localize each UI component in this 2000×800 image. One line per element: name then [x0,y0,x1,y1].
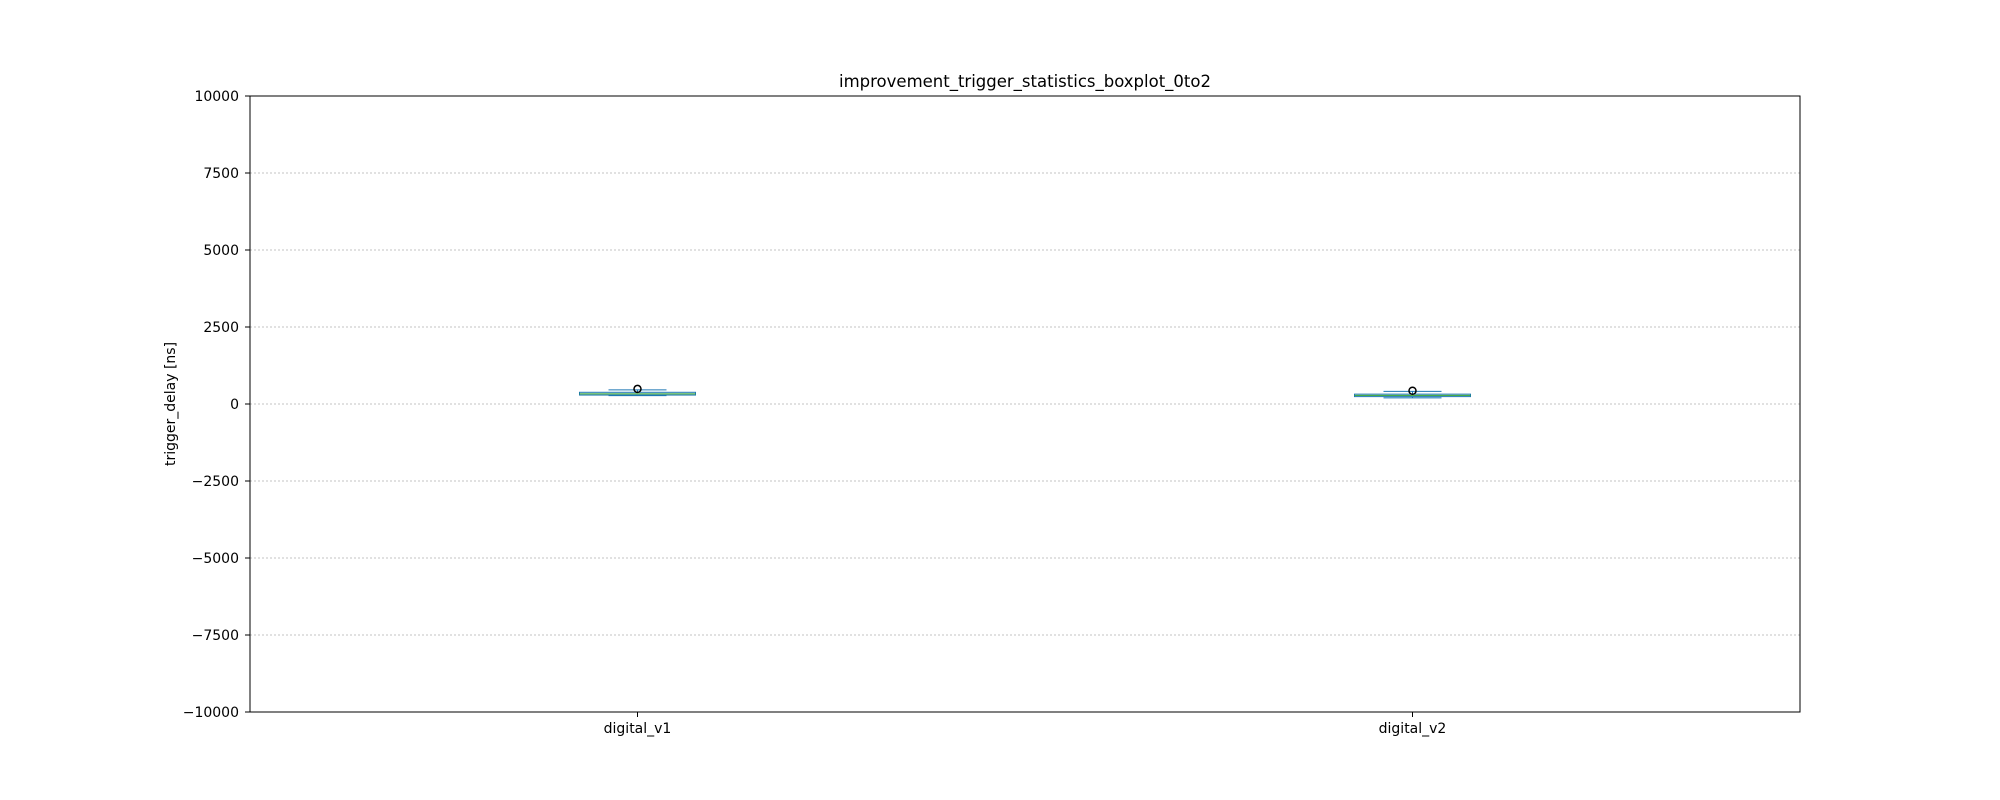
box-layer [579,384,1471,399]
y-tick-label: −7500 [192,628,239,644]
box-digital_v2 [1354,386,1471,399]
grid-layer [250,172,1800,636]
y-tick-label: 7500 [203,166,239,182]
chart-title: improvement_trigger_statistics_boxplot_0… [839,72,1211,92]
y-tick-label: 2500 [203,320,239,336]
y-tick-label: 10000 [194,89,239,105]
y-axis-title: trigger_delay [ns] [163,342,179,466]
y-tick-label: 0 [230,397,239,413]
y-axis: −10000 −7500 −5000 −2500 0 2500 5000 7500 10000 [183,89,250,721]
x-axis: digital_v1 digital_v2 [604,712,1447,737]
flier-point [1408,386,1417,396]
y-tick-label: −10000 [183,705,239,721]
x-tick-label: digital_v2 [1379,721,1447,737]
x-tick-label: digital_v1 [604,721,672,737]
y-tick-label: −2500 [192,474,239,490]
y-tick-label: 5000 [203,243,239,259]
flier-point [633,384,642,394]
y-tick-label: −5000 [192,551,239,567]
box-digital_v1 [579,384,696,397]
